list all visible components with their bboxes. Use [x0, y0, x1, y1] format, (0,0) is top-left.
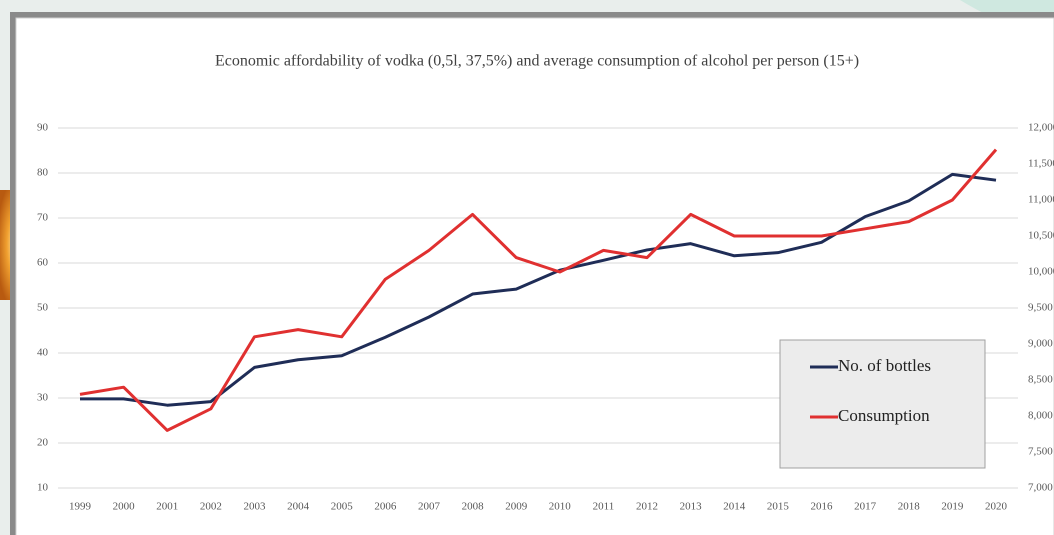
x-tick-label: 2014: [723, 501, 746, 513]
y-tick-label: 30: [37, 392, 49, 404]
legend-label: Consumption: [838, 406, 930, 425]
chart-title: Economic affordability of vodka (0,5l, 3…: [215, 53, 859, 70]
series-line: [79, 148, 998, 432]
x-tick-label: 2020: [985, 501, 1008, 513]
y2-tick-label: 12,000: [1028, 122, 1054, 134]
x-tick-label: 2013: [680, 501, 703, 513]
y2-tick-label: 9,000: [1028, 338, 1053, 350]
x-tick-label: 2003: [243, 501, 266, 513]
y2-tick-label: 7,000: [1028, 482, 1053, 494]
x-tick-label: 2011: [593, 501, 615, 513]
x-tick-label: 2015: [767, 501, 790, 513]
x-tick-label: 2016: [811, 501, 834, 513]
y-tick-label: 60: [37, 257, 49, 269]
y2-tick-label: 11,000: [1028, 194, 1054, 206]
x-tick-label: 2005: [331, 501, 354, 513]
x-tick-label: 2018: [898, 501, 921, 513]
series-line: [80, 172, 997, 407]
y2-tick-label: 10,000: [1028, 266, 1054, 278]
y-tick-label: 40: [37, 347, 49, 359]
y2-tick-label: 9,500: [1028, 302, 1053, 314]
x-tick-label: 2000: [113, 501, 136, 513]
y-tick-label: 70: [37, 212, 49, 224]
y2-tick-label: 10,500: [1028, 230, 1054, 242]
x-tick-label: 1999: [69, 501, 92, 513]
legend: No. of bottles Consumption: [810, 356, 931, 425]
x-tick-label: 2019: [941, 501, 964, 513]
x-tick-label: 2010: [549, 501, 572, 513]
y2-tick-label: 8,000: [1028, 410, 1053, 422]
x-tick-label: 2007: [418, 501, 441, 513]
x-tick-label: 2002: [200, 501, 222, 513]
y-tick-label: 10: [37, 482, 49, 494]
x-tick-label: 2009: [505, 501, 528, 513]
y-tick-label: 80: [37, 167, 49, 179]
x-tick-label: 2004: [287, 501, 310, 513]
legend-box: [779, 339, 986, 469]
x-tick-label: 2001: [156, 501, 178, 513]
x-tick-label: 2012: [636, 501, 658, 513]
y-tick-label: 50: [37, 302, 49, 314]
y2-tick-label: 11,500: [1028, 158, 1054, 170]
y2-tick-label: 7,500: [1028, 446, 1053, 458]
x-tick-label: 2006: [374, 501, 397, 513]
y2-tick-label: 8,500: [1028, 374, 1053, 386]
y-tick-label: 20: [37, 437, 49, 449]
legend-label: No. of bottles: [838, 356, 931, 375]
x-tick-label: 2008: [462, 501, 485, 513]
y-tick-label: 90: [37, 122, 49, 134]
x-tick-label: 2017: [854, 501, 877, 513]
